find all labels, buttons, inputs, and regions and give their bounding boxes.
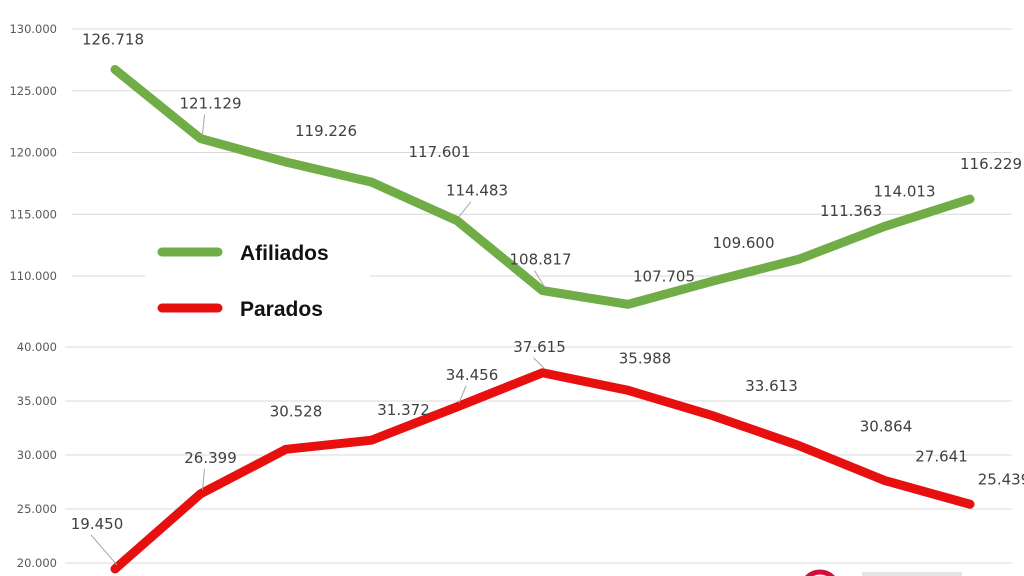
data-label: 109.600 <box>712 234 774 252</box>
data-label: 117.601 <box>408 143 470 161</box>
logo-text-fragment <box>862 572 962 576</box>
data-label: 31.372 <box>377 401 430 419</box>
y-tick-label: 30.000 <box>17 448 57 462</box>
data-label: 114.483 <box>446 182 508 200</box>
data-label: 33.613 <box>745 377 798 395</box>
y-tick-label: 130.000 <box>9 22 57 36</box>
data-label: 30.528 <box>270 402 323 420</box>
data-label: 34.456 <box>446 366 499 384</box>
data-label: 114.013 <box>873 182 935 200</box>
data-label: 19.450 <box>71 515 124 533</box>
upper-y-axis-ticks: 130.000 125.000 120.000 115.000 110.000 <box>9 22 57 283</box>
series-parados: 19.450 26.399 30.528 31.372 34.456 37.615 35.9… <box>71 338 1024 574</box>
data-label: 111.363 <box>820 202 882 220</box>
series-line <box>110 368 975 574</box>
data-label: 119.226 <box>295 122 357 140</box>
data-label: 37.615 <box>513 338 566 356</box>
legend-label-afiliados: Afiliados <box>240 242 329 265</box>
y-tick-label: 125.000 <box>9 84 57 98</box>
label-leader-line <box>458 385 467 404</box>
lower-y-axis-ticks: 40.000 35.000 30.000 25.000 20.000 <box>17 340 57 570</box>
data-label: 126.718 <box>82 31 144 49</box>
data-label: 121.129 <box>179 95 241 113</box>
label-leader-line <box>202 468 205 490</box>
y-tick-label: 20.000 <box>17 556 57 570</box>
data-label: 35.988 <box>619 349 672 367</box>
legend: Afiliados Parados <box>157 242 329 321</box>
label-leader-line <box>534 270 545 287</box>
series-afiliados: 126.718 121.129 119.226 117.601 114.483 108.8… <box>82 31 1022 309</box>
y-tick-label: 25.000 <box>17 502 57 516</box>
data-label: 107.705 <box>633 267 695 285</box>
logo-circle-icon <box>805 569 835 576</box>
legend-label-parados: Parados <box>240 298 323 321</box>
y-tick-label: 115.000 <box>9 207 57 221</box>
y-tick-label: 35.000 <box>17 394 57 408</box>
data-label: 108.817 <box>509 251 571 269</box>
data-label: 26.399 <box>184 449 237 467</box>
label-leader-line <box>458 201 472 217</box>
label-leader-line <box>533 357 545 370</box>
data-label: 25.439 <box>978 470 1024 488</box>
label-leader-line <box>90 534 118 566</box>
data-label: 30.864 <box>860 418 913 436</box>
y-tick-label: 110.000 <box>9 269 57 283</box>
data-label: 116.229 <box>960 155 1022 173</box>
lower-gridlines <box>65 346 1012 564</box>
series-line <box>110 65 975 309</box>
y-tick-label: 40.000 <box>17 340 57 354</box>
data-label: 27.641 <box>915 447 968 465</box>
y-tick-label: 120.000 <box>9 146 57 160</box>
publisher-logo <box>805 569 962 576</box>
label-leader-line <box>202 114 205 135</box>
